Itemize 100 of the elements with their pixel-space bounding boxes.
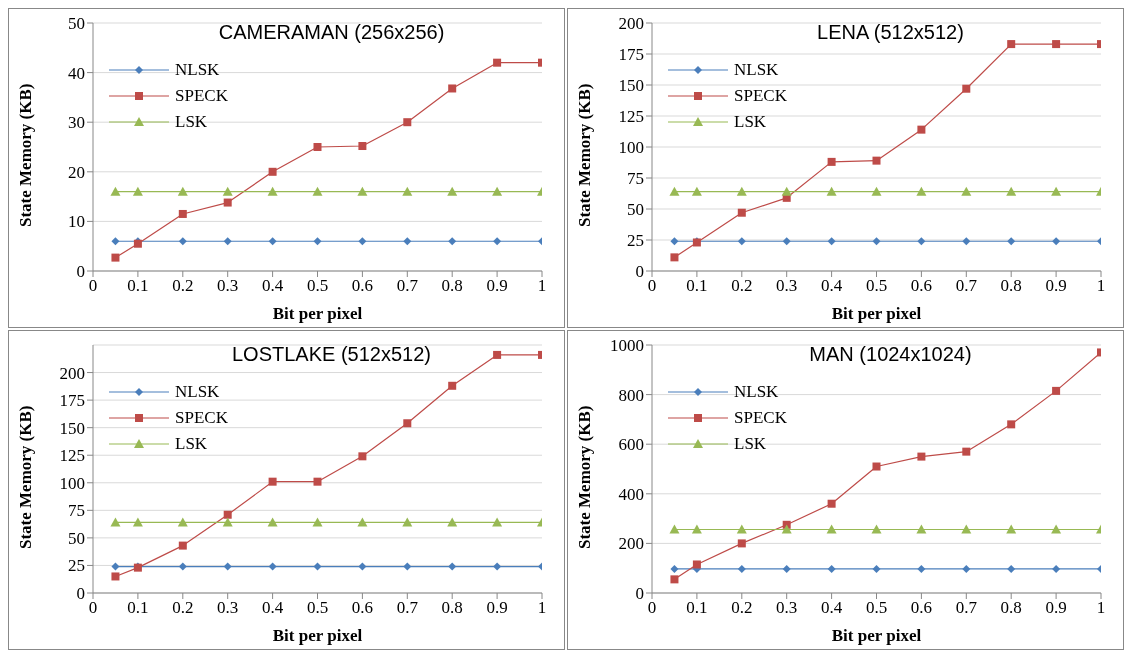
point (111, 562, 120, 571)
x-tick-label: 0.4 (820, 598, 843, 618)
y-tick-label: 800 (618, 385, 644, 405)
y-tick-label: 150 (618, 76, 644, 96)
point (961, 524, 972, 534)
point (358, 237, 367, 246)
legend-label: SPECK (734, 408, 787, 428)
x-tick-label: 0.4 (261, 598, 284, 618)
y-tick-label: 400 (618, 484, 644, 504)
point (493, 58, 502, 67)
legend-label: NLSK (175, 60, 220, 80)
point (313, 562, 322, 571)
y-tick-label: 150 (59, 418, 85, 438)
x-tick-label: 1 (1096, 276, 1106, 296)
x-tick-label: 0.9 (486, 276, 508, 296)
point (736, 524, 747, 534)
point (872, 237, 881, 246)
point (493, 350, 502, 359)
y-axis-title: State Memory (KB) (16, 405, 36, 549)
point (916, 186, 927, 196)
point (268, 562, 277, 571)
point (669, 524, 680, 534)
point (871, 524, 882, 534)
point (448, 381, 457, 390)
point (736, 186, 747, 196)
x-tick-label: 1 (537, 598, 547, 618)
y-tick-label: 25 (68, 556, 85, 576)
x-tick-label: 0.8 (1000, 598, 1022, 618)
point (358, 562, 367, 571)
y-tick-label: 100 (618, 138, 644, 158)
point (402, 186, 413, 196)
y-tick-label: 0 (76, 584, 85, 604)
point (670, 253, 679, 262)
x-tick-label: 0.2 (731, 598, 753, 618)
x-tick-label: 0.6 (351, 276, 374, 296)
legend-label: SPECK (734, 86, 787, 106)
x-tick-label: 0.2 (731, 276, 753, 296)
x-tick-label: 0.1 (686, 598, 708, 618)
point (872, 564, 881, 573)
point (267, 186, 278, 196)
point (403, 118, 412, 127)
point (268, 477, 277, 486)
point (1051, 186, 1062, 196)
x-tick-label: 0.9 (1045, 276, 1067, 296)
legend-label: SPECK (175, 408, 228, 428)
point (178, 237, 187, 246)
x-tick-label: 0.7 (955, 598, 978, 618)
x-tick-label: 0.2 (172, 276, 194, 296)
x-tick-label: 0.8 (1000, 276, 1022, 296)
x-tick-label: 0.1 (127, 276, 149, 296)
y-axis-title: State Memory (KB) (575, 83, 595, 227)
point (313, 237, 322, 246)
x-axis-title: Bit per pixel (272, 304, 363, 323)
point (1007, 40, 1016, 49)
legend-label: LSK (175, 434, 208, 454)
point (692, 560, 701, 569)
x-tick-label: 0.6 (351, 598, 374, 618)
x-tick-label: 0.8 (441, 276, 463, 296)
chart-title: CAMERAMAN (256x256) (217, 21, 446, 44)
point (961, 186, 972, 196)
point (111, 253, 120, 262)
point (872, 156, 881, 165)
y-tick-label: 25 (627, 231, 644, 251)
point (447, 517, 458, 527)
y-tick-label: 200 (618, 534, 644, 554)
x-axis-title: Bit per pixel (831, 626, 922, 645)
legend-label: SPECK (175, 86, 228, 106)
point (917, 564, 926, 573)
point (222, 186, 233, 196)
point (737, 208, 746, 217)
point (917, 452, 926, 461)
point (826, 186, 837, 196)
x-tick-label: 0.9 (1045, 598, 1067, 618)
y-axis-title: State Memory (KB) (575, 405, 595, 549)
x-axis-title: Bit per pixel (831, 304, 922, 323)
chart-title: MAN (1024x1024) (808, 343, 973, 366)
x-tick-label: 0.7 (955, 276, 978, 296)
x-tick-label: 0.5 (306, 598, 329, 618)
point (917, 237, 926, 246)
x-tick-label: 1 (1096, 598, 1106, 618)
point (493, 562, 502, 571)
y-tick-label: 200 (59, 363, 85, 383)
point (111, 237, 120, 246)
point (268, 237, 277, 246)
legend-label: NLSK (175, 382, 220, 402)
x-tick-label: 0.2 (172, 598, 194, 618)
point (737, 539, 746, 548)
point (1052, 564, 1061, 573)
point (447, 186, 458, 196)
point (781, 524, 792, 534)
x-tick-label: 0.4 (261, 276, 284, 296)
point (358, 142, 367, 151)
point (312, 186, 323, 196)
x-tick-label: 0.5 (865, 276, 888, 296)
y-tick-label: 600 (618, 435, 644, 455)
point (962, 564, 971, 573)
point (1052, 40, 1061, 49)
point (178, 562, 187, 571)
x-tick-label: 0.5 (306, 276, 329, 296)
point (132, 186, 143, 196)
